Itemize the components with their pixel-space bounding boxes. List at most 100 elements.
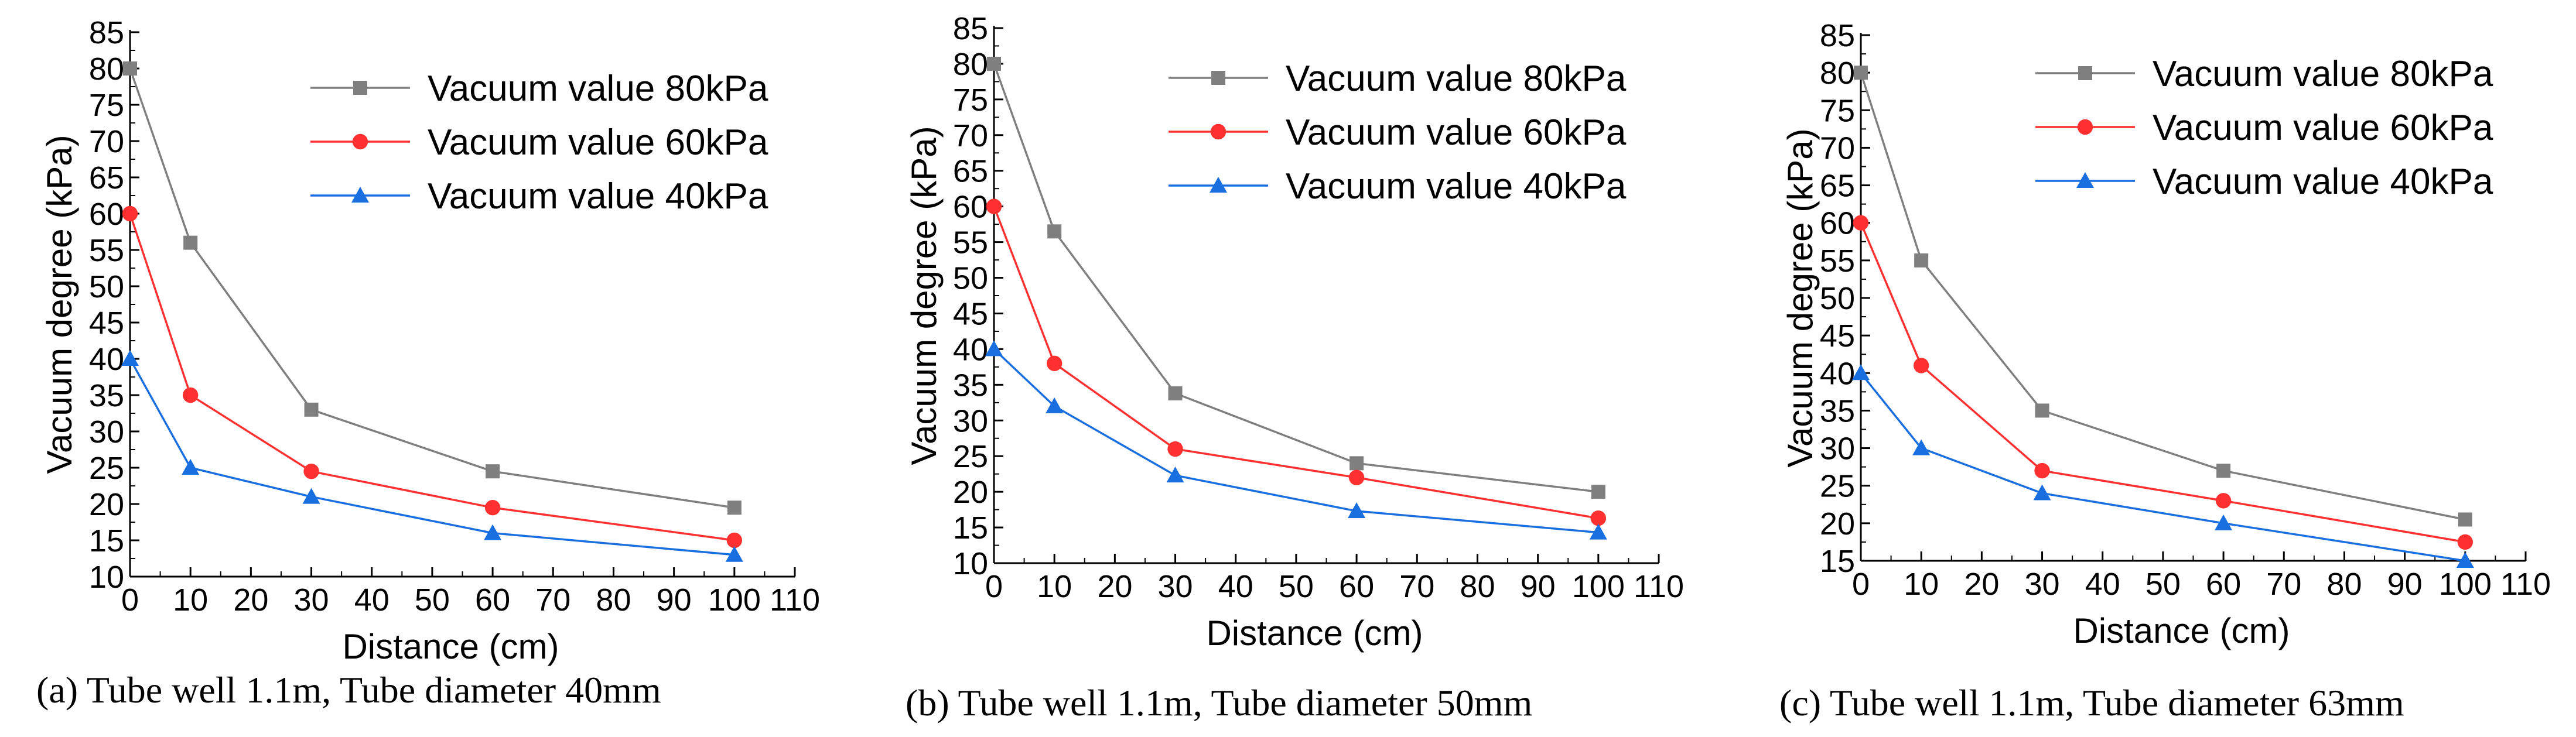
data-point [2215,514,2233,530]
y-tick-label: 15 [953,510,988,546]
y-tick-label: 35 [89,378,124,413]
legend-label: Vacuum value 80kPa [1286,59,1627,99]
legend-marker [1211,71,1225,85]
y-tick-label: 40 [953,332,988,367]
y-tick-label: 65 [1820,169,1855,204]
data-point [1853,215,1869,231]
x-tick-label: 40 [354,582,390,618]
y-tick-label: 85 [953,11,988,46]
data-point [183,235,198,250]
series-1 [1853,215,2473,550]
caption: (b) Tube well 1.1m, Tube diameter 50mm [906,682,1532,724]
data-point [1913,358,1929,373]
y-tick-label: 25 [1820,469,1855,504]
x-tick-label: 10 [173,582,208,618]
y-tick-label: 60 [89,197,124,232]
x-tick-label: 70 [1399,569,1434,604]
y-axis-label: Vacuum degree (kPa) [904,126,944,465]
series-0 [1854,66,2472,527]
y-tick-label: 20 [89,487,124,522]
x-tick-label: 60 [1339,569,1374,604]
y-tick-label: 70 [89,124,124,159]
data-point [1350,456,1364,471]
data-point [726,532,743,549]
legend-marker [1210,124,1226,140]
x-tick-label: 10 [1904,567,1939,602]
data-point [2215,493,2232,509]
y-axis-label: Vacuum degree (kPa) [40,135,79,474]
y-tick-label: 65 [89,160,124,196]
y-tick-label: 55 [89,233,124,268]
x-tick-label: 110 [770,582,820,618]
x-tick-label: 30 [2025,567,2060,602]
data-point [484,524,502,540]
x-tick-label: 0 [985,569,1003,604]
x-tick-label: 80 [2326,567,2362,602]
data-point [122,205,138,222]
x-axis-label: Distance (cm) [2073,611,2290,650]
y-tick-label: 75 [1820,93,1855,128]
data-point [1348,502,1366,519]
x-tick-label: 90 [2387,567,2423,602]
data-point [1168,386,1183,400]
y-tick-label: 20 [1820,506,1855,541]
x-axis-label: Distance (cm) [342,627,559,666]
y-tick-label: 65 [953,154,988,189]
x-tick-label: 50 [415,582,450,618]
data-point [1912,439,1931,455]
data-point [2456,552,2474,568]
y-tick-label: 50 [1820,281,1855,316]
data-point [121,350,139,366]
data-point [1166,467,1184,483]
y-tick-label: 15 [1820,544,1855,579]
x-tick-label: 90 [1521,569,1556,604]
legend-label: Vacuum value 60kPa [428,122,768,163]
x-tick-label: 50 [2145,567,2181,602]
legend-label: Vacuum value 40kPa [428,176,768,217]
series-0 [123,61,742,515]
legend-marker [352,133,368,150]
legend-marker [353,81,367,95]
x-tick-label: 30 [294,582,329,618]
x-tick-label: 80 [1460,569,1495,604]
series-2 [121,350,743,562]
x-tick-label: 40 [2085,567,2120,602]
data-point [1046,397,1064,413]
legend-marker [351,187,369,203]
legend-label: Vacuum value 80kPa [428,68,768,109]
y-tick-label: 60 [1820,206,1855,241]
data-point [1348,469,1365,485]
y-tick-label: 20 [953,475,988,510]
data-point [182,387,199,403]
data-point [725,546,743,562]
x-tick-label: 60 [475,582,510,618]
data-point [304,402,319,417]
legend-label: Vacuum value 40kPa [1286,166,1627,207]
y-tick-label: 55 [1820,244,1855,279]
y-axis-label: Vacuum degree (kPa) [1781,128,1820,467]
data-point [2458,512,2472,527]
y-tick-label: 30 [89,414,124,450]
series-2 [985,340,1607,540]
data-point [1854,66,1868,80]
data-point [1047,224,1062,239]
caption: (a) Tube well 1.1m, Tube diameter 40mm [36,669,661,711]
legend-label: Vacuum value 60kPa [2153,108,2493,148]
data-point [985,340,1003,356]
x-tick-label: 20 [233,582,268,618]
data-point [1590,510,1607,526]
y-tick-label: 85 [1820,18,1855,53]
y-tick-label: 50 [953,261,988,296]
series-2 [1852,364,2474,568]
x-tick-label: 80 [596,582,631,618]
x-tick-label: 70 [535,582,570,618]
x-tick-label: 100 [708,582,761,618]
y-tick-label: 10 [953,546,988,581]
y-tick-label: 45 [1820,318,1855,354]
data-point [182,459,200,475]
data-point [1167,441,1183,457]
data-point [986,198,1002,214]
y-tick-label: 30 [1820,431,1855,467]
series-line [1860,372,2466,562]
